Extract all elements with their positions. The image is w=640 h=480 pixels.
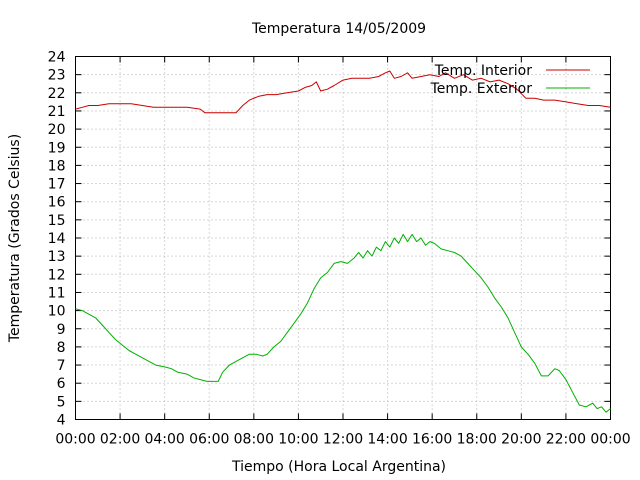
chart-title: Temperatura 14/05/2009 <box>251 21 426 37</box>
series-lines <box>75 70 611 413</box>
y-tick-label: 11 <box>48 285 66 301</box>
y-tick-label: 13 <box>48 249 66 265</box>
y-tick-label: 21 <box>48 104 66 120</box>
y-tick-label: 10 <box>48 304 66 320</box>
y-tick-label: 22 <box>48 86 66 102</box>
x-tick-label: 08:00 <box>234 432 274 448</box>
x-tick-label: 18:00 <box>457 432 497 448</box>
y-tick-label: 14 <box>48 231 66 247</box>
x-tick-label: 04:00 <box>144 432 184 448</box>
y-tick-label: 23 <box>48 68 66 84</box>
x-tick-label: 10:00 <box>278 432 318 448</box>
y-axis-label: Temperatura (Grados Celsius) <box>7 134 23 343</box>
y-tick-label: 16 <box>48 195 66 211</box>
series-line-interior <box>75 70 611 114</box>
x-tick-label: 20:00 <box>501 432 541 448</box>
x-tick-label: 16:00 <box>412 432 452 448</box>
y-tick-label: 15 <box>48 213 66 229</box>
legend: Temp. Interior Temp. Exterior <box>430 63 590 97</box>
y-tick-label: 20 <box>48 122 66 138</box>
y-tick-label: 6 <box>57 376 66 392</box>
y-tick-label: 8 <box>57 340 66 356</box>
y-tick-label: 12 <box>48 267 66 283</box>
x-axis-label: Tiempo (Hora Local Argentina) <box>231 459 446 475</box>
y-tick-label: 9 <box>57 322 66 338</box>
x-tick-label: 22:00 <box>546 432 586 448</box>
x-tick-label: 00:00 <box>55 432 95 448</box>
y-tick-label: 24 <box>48 50 66 66</box>
series-line-exterior <box>75 233 611 413</box>
x-axis-tick-labels: 00:00 02:00 04:00 06:00 08:00 10:00 12:00 14:00… <box>55 432 630 448</box>
y-tick-label: 19 <box>48 140 66 156</box>
grid-lines <box>75 56 611 420</box>
x-tick-label: 12:00 <box>323 432 363 448</box>
x-tick-label: 06:00 <box>189 432 229 448</box>
y-tick-label: 4 <box>57 413 66 429</box>
y-tick-label: 17 <box>48 177 66 193</box>
x-tick-label: 02:00 <box>100 432 140 448</box>
legend-label: Temp. Interior <box>434 63 533 79</box>
y-tick-label: 18 <box>48 158 66 174</box>
y-axis-tick-labels: 4 5 6 7 8 9 10 11 12 13 14 15 16 17 18 19 20 21 22 23 24 <box>48 50 66 429</box>
y-tick-label: 5 <box>57 394 66 410</box>
legend-label: Temp. Exterior <box>430 81 533 97</box>
axis-ticks <box>75 56 611 420</box>
x-tick-label: 00:00 <box>590 432 630 448</box>
x-tick-label: 14:00 <box>367 432 407 448</box>
y-tick-label: 7 <box>57 358 66 374</box>
